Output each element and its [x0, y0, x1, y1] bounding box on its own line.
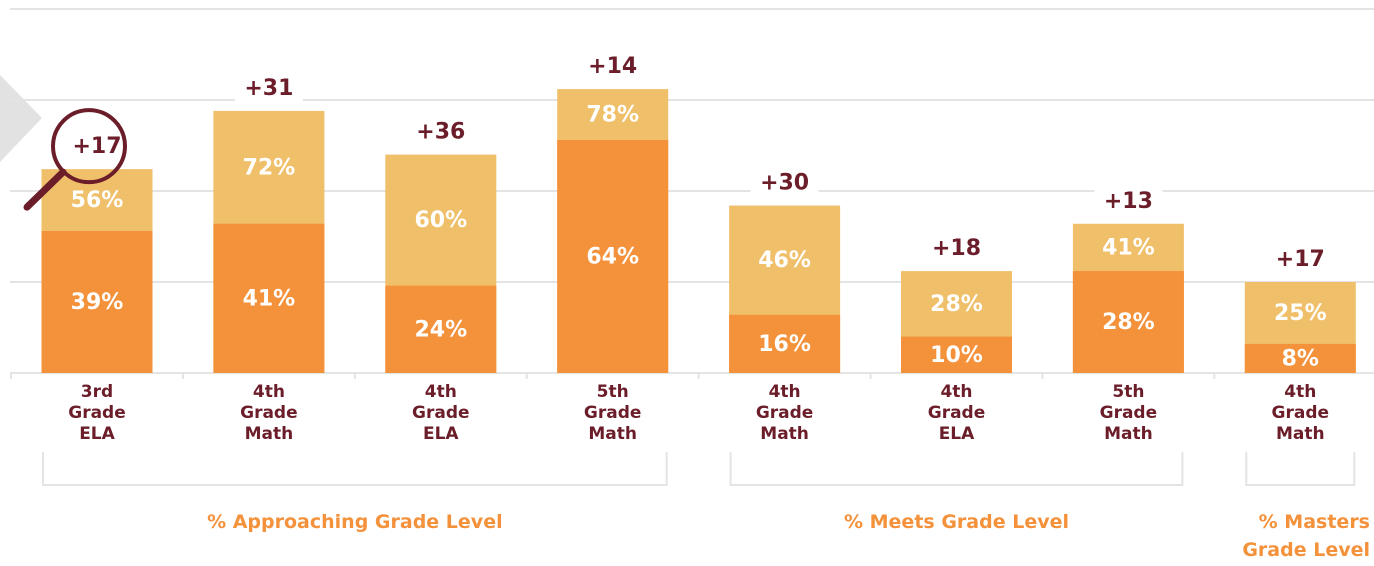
x-tick-label: 4th Grade Math: [240, 382, 298, 444]
value-label: 8%: [1282, 346, 1319, 371]
annotation-bg: [1266, 246, 1335, 274]
group-bracket: [729, 452, 1184, 486]
x-tick-label: 4th Grade ELA: [927, 382, 986, 444]
annotation-bg: [234, 74, 303, 103]
value-label: 39%: [71, 290, 124, 315]
bar: [1244, 343, 1356, 373]
annotation: +31: [244, 76, 293, 101]
annotation: +17: [1276, 247, 1325, 272]
group-label: % Approaching Grade Level: [207, 511, 503, 533]
value-label: 28%: [1102, 310, 1155, 335]
x-tick-label: 5th Grade Math: [1099, 382, 1158, 444]
value-label: 28%: [930, 292, 983, 317]
bar: [213, 223, 325, 373]
x-tick-label: 3rd Grade ELA: [68, 382, 126, 444]
bar: [41, 231, 153, 373]
annotation-bg: [406, 118, 475, 147]
annotation: +30: [760, 171, 809, 196]
x-tick-label: 4th Grade Math: [755, 382, 814, 444]
value-label: 56%: [71, 188, 124, 213]
value-label: 60%: [414, 208, 467, 233]
annotation: +14: [588, 54, 637, 79]
annotation-bg: [578, 53, 647, 82]
value-label: 78%: [586, 103, 639, 128]
x-tick-label: 4th Grade ELA: [412, 382, 470, 444]
bar: [557, 140, 669, 373]
pointer-arrow: [0, 75, 42, 162]
value-label: 41%: [1102, 235, 1155, 260]
group-bracket: [42, 452, 668, 486]
annotation-bg: [922, 235, 991, 264]
annotation-bg: [1094, 187, 1163, 216]
bar: [385, 285, 497, 373]
annotation: +17: [72, 134, 121, 159]
value-label: 10%: [930, 343, 983, 368]
magnifier-handle: [23, 168, 67, 211]
group-label: % Masters Grade Level: [1242, 511, 1370, 561]
annotation: +36: [416, 120, 465, 145]
x-tick-label: 5th Grade Math: [583, 382, 642, 444]
bar: [901, 336, 1012, 373]
bar: [729, 314, 841, 373]
group-label: % Meets Grade Level: [843, 511, 1069, 533]
value-label: 41%: [243, 286, 296, 311]
value-label: 25%: [1274, 301, 1327, 326]
group-bracket: [1245, 452, 1356, 486]
annotation-bg: [63, 133, 131, 162]
value-label: 24%: [414, 317, 467, 342]
value-label: 64%: [586, 245, 639, 270]
annotation-bg: [750, 169, 819, 198]
annotation: +18: [932, 236, 981, 261]
annotation: +13: [1104, 189, 1153, 214]
x-tick-label: 4th Grade Math: [1271, 382, 1330, 444]
bar: [1072, 271, 1184, 373]
magnifier-ring: [51, 108, 127, 185]
value-label: 46%: [758, 248, 811, 273]
value-label: 16%: [758, 332, 811, 357]
value-label: 72%: [243, 155, 296, 180]
